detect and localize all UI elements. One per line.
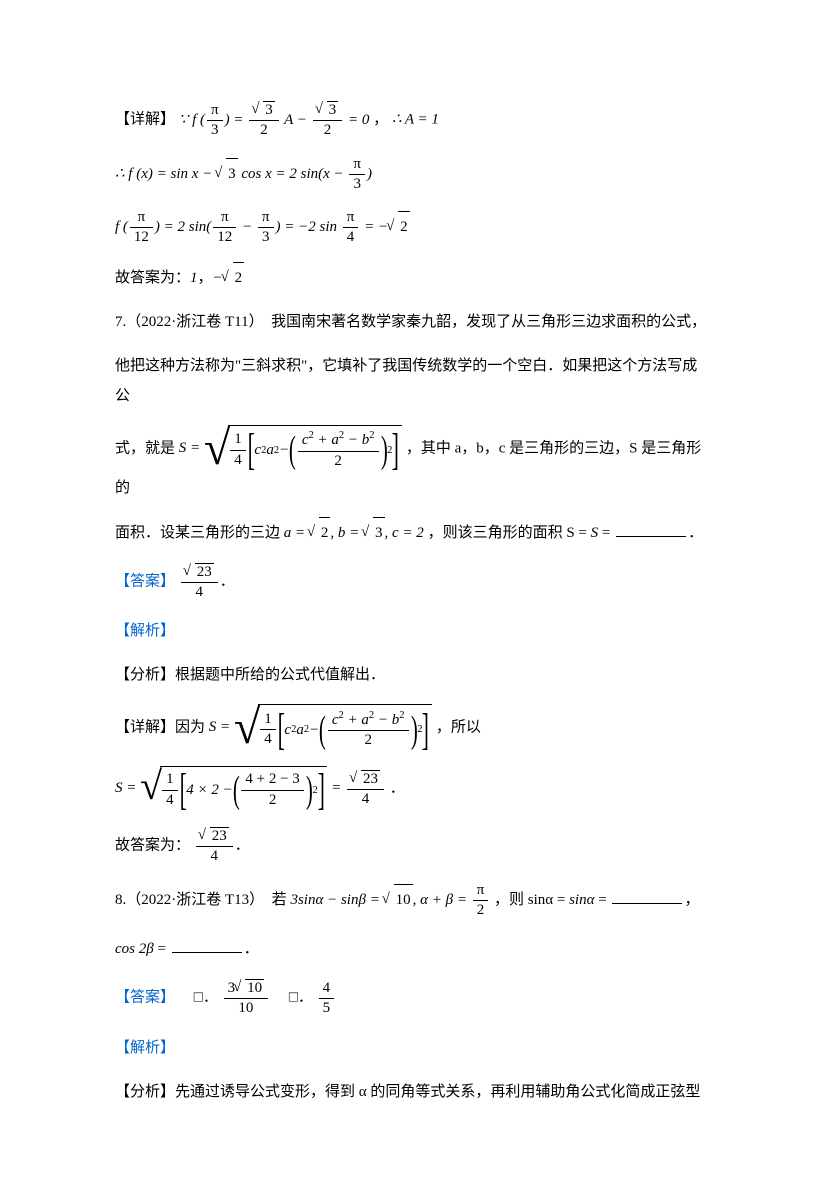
q8-analyze-text: 先通过诱导公式变形，得到 α 的同角等式关系，再利用辅助角公式化简成正弦型	[175, 1084, 700, 1100]
q6-detail-line2: ∴ f (x) = sin x − 3 cos x = 2 sin(x − π3…	[115, 155, 712, 195]
q7-detail-before: 因为	[175, 719, 209, 735]
q7-prose1: 我国南宋著名数学家秦九韶，发现了从三角形三边求面积的公式，	[256, 314, 706, 330]
document-page: 【详解】 ∵ f (π3) = 32 A − 32 = 0 ， ∴ A = 1 …	[0, 0, 827, 1181]
answer-label-2: 【答案】	[115, 990, 175, 1006]
q6-eq1: ∵ f (π3) = 32 A − 32 = 0	[179, 112, 370, 128]
q6-detail-line1: 【详解】 ∵ f (π3) = 32 A − 32 = 0 ， ∴ A = 1	[115, 100, 712, 141]
q7-formula: S = √ 14 [ c2a2 − ( c2 + a2 − b22 )2 ]	[179, 440, 406, 456]
q7-source: （2022·浙江卷 T11）	[126, 314, 256, 330]
answer-box2: □．	[289, 990, 313, 1006]
q6-a-eq: ∴ A = 1	[392, 112, 439, 128]
q8-line1: 8.（2022·浙江卷 T13） 若 3sinα − sinβ = 10, α …	[115, 881, 712, 921]
q8-prose-before: 若	[257, 892, 291, 908]
q7-detail: 【详解】因为 S = √ 14 [ c2a2 − ( c2 + a2 − b22…	[115, 704, 712, 752]
q7-final: 故答案为： 234．	[115, 826, 712, 867]
q8-number: 8.	[115, 892, 126, 908]
analyze-label: 【分析】	[115, 667, 175, 683]
q6-detail-line3: f (π12) = 2 sin(π12 − π3) = −2 sin π4 = …	[115, 208, 712, 248]
q8-equation: 3sinα − sinβ = 10, α + β = π2	[290, 892, 490, 908]
detail-label: 【详解】	[115, 112, 175, 128]
q7-number: 7.	[115, 314, 126, 330]
analysis-label-2: 【解析】	[115, 1040, 175, 1056]
q7-answer: 【答案】 234．	[115, 562, 712, 603]
analyze-label-2: 【分析】	[115, 1084, 175, 1100]
q7-analyze-text: 根据题中所给的公式代值解出．	[175, 667, 385, 683]
q8-analysis-label: 【解析】	[115, 1033, 712, 1063]
q8-source: （2022·浙江卷 T13）	[126, 892, 256, 908]
q7-line1: 7.（2022·浙江卷 T11） 我国南宋著名数学家秦九韶，发现了从三角形三边求…	[115, 307, 712, 337]
answer-box1: □．	[194, 990, 218, 1006]
q7-line3: 式，就是 S = √ 14 [ c2a2 − ( c2 + a2 − b22 )…	[115, 425, 712, 503]
q6-final-answer: 故答案为：1，−2	[115, 262, 712, 293]
q7-prose4-after: ，则该三角形的面积 S =	[428, 525, 591, 541]
q7-prose3-before: 式，就是	[115, 440, 179, 456]
q7-line2: 他把这种方法称为"三斜求积"，它填补了我国传统数学的一个空白．如果把这个方法写成…	[115, 351, 712, 411]
q8-prose-after: ，则 sinα =	[494, 892, 569, 908]
q7-line4: 面积．设某三角形的三边 a = 2, b = 3, c = 2 ，则该三角形的面…	[115, 517, 712, 548]
q8-blank1	[612, 889, 682, 904]
q7-prose4-before: 面积．设某三角形的三边	[115, 525, 284, 541]
q7-given: a = 2, b = 3, c = 2	[284, 525, 424, 541]
q8-blank2	[172, 938, 242, 953]
detail-label-2: 【详解】	[115, 719, 175, 735]
q8-line2: cos 2β = ．	[115, 934, 712, 964]
q7-formula-repeat: S = √ 14 [ c2a2 − ( c2 + a2 − b22 )2 ]	[209, 719, 436, 735]
q7-detail-after: ，所以	[436, 719, 481, 735]
so-answer-label: 故答案为：	[115, 270, 190, 286]
q7-blank	[616, 522, 686, 537]
q7-calc: S = √ 14 [ 4 × 2 − ( 4 + 2 − 32 )2 ] = 2…	[115, 766, 712, 812]
q7-analyze: 【分析】根据题中所给的公式代值解出．	[115, 660, 712, 690]
q7-analysis-label: 【解析】	[115, 616, 712, 646]
so-answer-label-2: 故答案为：	[115, 838, 190, 854]
q7-prose2: 他把这种方法称为"三斜求积"，它填补了我国传统数学的一个空白．如果把这个方法写成…	[115, 358, 697, 404]
q8-answer: 【答案】 □． 31010 □． 45	[115, 978, 712, 1019]
answer-label: 【答案】	[115, 573, 175, 589]
q8-analyze: 【分析】先通过诱导公式变形，得到 α 的同角等式关系，再利用辅助角公式化简成正弦…	[115, 1077, 712, 1107]
analysis-label: 【解析】	[115, 623, 175, 639]
